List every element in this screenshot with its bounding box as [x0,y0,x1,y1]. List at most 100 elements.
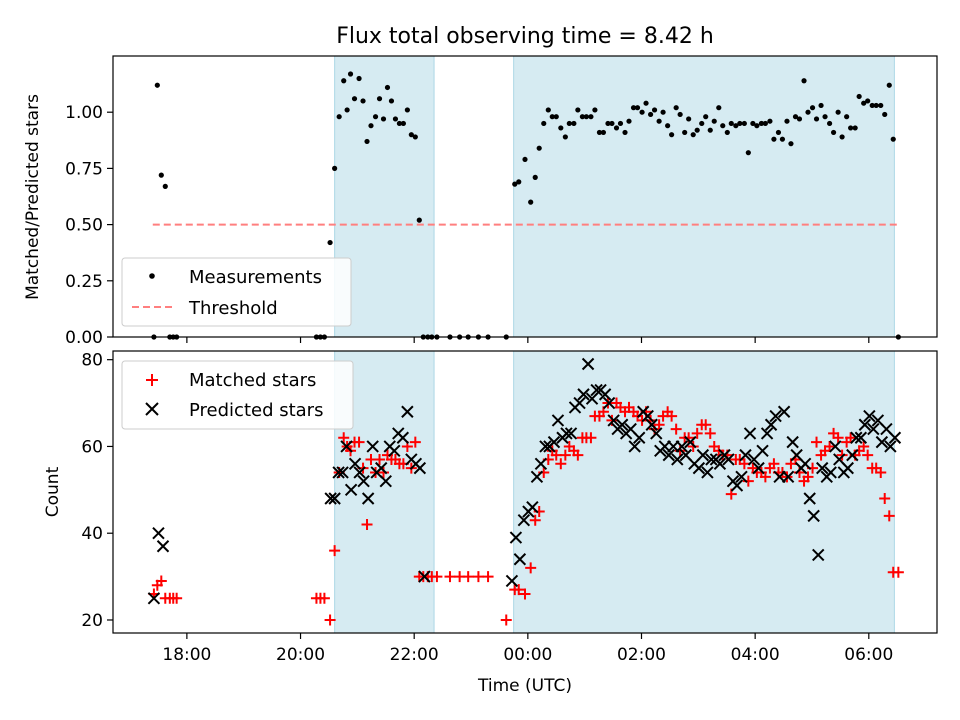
top-y-tick-label: 0.00 [65,328,103,348]
measurement-point [652,107,657,112]
measurement-point [345,107,350,112]
measurement-point [801,78,806,83]
matched-stars-point [473,571,484,582]
x-tick-label: 00:00 [503,645,552,665]
predicted-stars-point [158,541,169,552]
predicted-stars-point [153,528,164,539]
measurement-point [648,112,653,117]
bottom-y-tick-label: 80 [81,351,103,371]
bottom-shaded-interval [514,351,895,633]
measurement-point [327,240,332,245]
legend-matched-label: Matched stars [189,370,316,391]
measurement-point [401,121,406,126]
measurement-point [814,116,819,121]
measurement-point [699,121,704,126]
measurement-point [742,121,747,126]
top-y-tick-label: 0.75 [65,159,103,179]
measurement-point [537,146,542,151]
measurement-point [618,121,623,126]
x-tick-label: 06:00 [844,645,893,665]
measurement-point [720,123,725,128]
measurement-point [567,121,572,126]
measurement-point [360,98,365,103]
measurement-point [413,134,418,139]
figure: Flux total observing time = 8.42 h 0.000… [0,0,960,720]
top-y-ticks: 0.000.250.500.751.00 [65,103,113,348]
bottom-x-ticks: 18:00 20:00 22:00 00:00 02:00 04:00 06:00 [162,633,893,665]
legend-measurements-marker [149,273,155,279]
measurement-point [665,123,670,128]
measurement-point [163,184,168,189]
measurement-point [767,119,772,124]
bottom-panel: 20 40 60 80 18:00 20:00 22:00 00:00 02:00 04:00 0… [43,351,937,696]
top-y-axis-label: Matched/Predicted stars [23,94,43,300]
measurement-point [571,121,576,126]
measurement-point [601,130,606,135]
legend-predicted-label: Predicted stars [189,400,323,421]
measurement-point [609,121,614,126]
measurement-point [348,71,353,76]
measurement-point [878,103,883,108]
measurement-point [554,114,559,119]
bottom-observing-intervals [335,351,895,633]
measurement-point [716,105,721,110]
top-y-tick-label: 0.25 [65,272,103,292]
measurement-point [389,98,394,103]
measurement-point [682,130,687,135]
top-x-ticks [187,337,869,343]
measurement-point [541,121,546,126]
measurement-point [853,125,858,130]
measurement-point [844,114,849,119]
measurement-point [592,107,597,112]
measurement-point [352,96,357,101]
measurement-point [377,96,382,101]
measurement-point [695,128,700,133]
measurement-point [754,123,759,128]
measurement-point [385,85,390,90]
x-tick-label: 18:00 [162,645,211,665]
measurement-point [822,114,827,119]
measurement-point [364,139,369,144]
measurement-point [584,114,589,119]
top-panel: Flux total observing time = 8.42 h 0.000… [23,24,937,348]
measurement-point [891,137,896,142]
measurement-point [686,116,691,121]
measurement-point [797,116,802,121]
measurement-point [563,134,568,139]
measurement-point [737,121,742,126]
legend-threshold-label: Threshold [188,298,278,319]
matched-stars-point [483,571,494,582]
measurement-point [405,107,410,112]
measurement-point [746,150,751,155]
measurement-point [810,105,815,110]
measurement-point [373,114,378,119]
matched-stars-point [325,614,336,625]
measurement-point [674,105,679,110]
measurement-point [691,132,696,137]
measurement-point [546,107,551,112]
measurement-point [831,130,836,135]
measurement-point [622,130,627,135]
bottom-legend: Matched stars Predicted stars [122,361,353,429]
measurement-point [836,110,841,115]
measurement-point [805,110,810,115]
measurement-point [882,112,887,117]
top-shaded-interval [514,56,895,337]
measurement-point [575,107,580,112]
measurement-point [393,116,398,121]
legend-measurements-label: Measurements [189,267,322,288]
measurement-point [703,114,708,119]
measurement-point [381,116,386,121]
measurement-point [368,123,373,128]
measurement-point [643,101,648,106]
measurement-point [780,137,785,142]
top-observing-intervals [335,56,895,337]
measurement-point [678,112,683,117]
measurement-point [614,125,619,130]
matched-stars-point [444,571,455,582]
measurement-point [839,134,844,139]
measurement-point [784,119,789,124]
bottom-y-tick-label: 20 [81,611,103,631]
bottom-y-ticks: 20 40 60 80 [81,351,113,631]
measurement-point [708,128,713,133]
